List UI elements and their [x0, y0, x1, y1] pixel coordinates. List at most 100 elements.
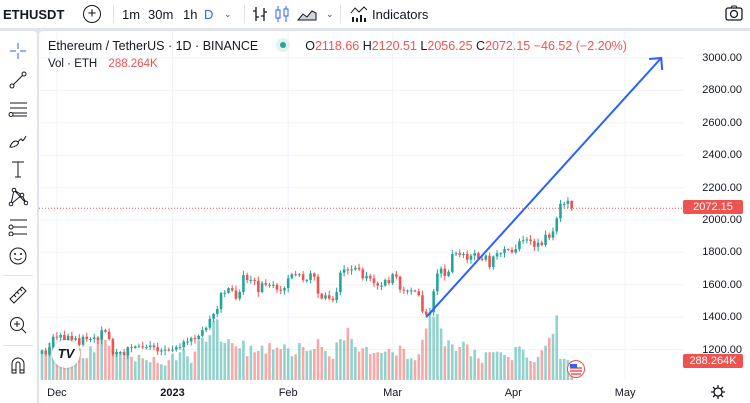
volume-bar	[193, 351, 197, 380]
candle-body	[421, 295, 424, 312]
volume-bar	[96, 339, 100, 380]
crosshair-icon[interactable]	[7, 40, 29, 62]
candle-body	[122, 352, 126, 356]
indicators-button[interactable]: Indicators	[372, 6, 429, 22]
candle-body	[305, 279, 309, 281]
candle-body	[85, 336, 89, 340]
camera-icon[interactable]	[725, 5, 743, 21]
close-label: C	[476, 39, 486, 53]
volume-bar	[260, 345, 264, 380]
bars-chart-icon[interactable]	[252, 6, 268, 22]
volume-bar	[361, 348, 365, 380]
volume-bar	[409, 358, 413, 380]
open-value: 2118.66	[314, 39, 360, 53]
volume-bar	[499, 352, 503, 380]
volume-bar	[257, 350, 260, 380]
volume-bar	[551, 333, 555, 380]
indicators-icon[interactable]	[350, 5, 368, 23]
candle-body	[59, 335, 62, 338]
candle-body	[193, 338, 197, 340]
volume-bar	[506, 356, 510, 380]
interval-1h[interactable]: 1h	[183, 6, 198, 22]
symbol-title[interactable]: Ethereum / TetherUS · 1D · BINANCE	[48, 39, 259, 53]
chart-panel[interactable]	[39, 31, 750, 403]
volume-bar	[518, 346, 521, 380]
trend-line	[425, 57, 662, 318]
text-icon[interactable]	[7, 158, 29, 180]
settings-gear-icon[interactable]	[710, 384, 726, 400]
volume-bar	[536, 356, 540, 380]
chevron-down-icon[interactable]: ⌄	[326, 8, 334, 19]
candle-body	[469, 255, 473, 260]
trend-line-icon[interactable]	[7, 69, 29, 91]
candle-body	[521, 240, 525, 242]
candle-body	[432, 291, 435, 313]
volume-bar	[238, 348, 241, 380]
price-axis-label: 1600.00	[702, 278, 742, 291]
candle-body	[406, 290, 409, 292]
volume-bar	[451, 344, 454, 380]
candle-body	[342, 269, 346, 273]
candle-body	[395, 274, 398, 277]
volume-bar	[495, 351, 499, 380]
volume-bar	[137, 354, 141, 380]
volume-bar	[439, 328, 443, 380]
candle-body	[510, 249, 514, 253]
volume-bar	[462, 341, 465, 380]
candle-body	[312, 273, 316, 277]
volume-bar	[167, 360, 171, 380]
divider	[3, 345, 33, 346]
zoom-in-icon[interactable]	[7, 314, 29, 336]
magnet-icon[interactable]	[7, 354, 29, 376]
candle-body	[454, 253, 458, 255]
candle-body	[514, 249, 518, 253]
candle-body	[413, 290, 417, 292]
prediction-icon[interactable]	[7, 216, 29, 238]
volume-bar	[406, 358, 409, 380]
volume-label[interactable]: Vol · ETH	[48, 58, 98, 70]
ruler-icon[interactable]	[7, 284, 29, 306]
volume-bar	[342, 340, 346, 380]
emoji-icon[interactable]	[7, 245, 29, 267]
candle-body	[182, 341, 186, 348]
volume-bar	[294, 354, 297, 380]
volume-bar	[44, 354, 48, 380]
interval-30m[interactable]: 30m	[148, 6, 174, 22]
volume-bar	[424, 328, 428, 380]
brush-icon[interactable]	[7, 129, 29, 151]
add-symbol-icon[interactable]: +	[83, 5, 101, 23]
fib-retracement-icon[interactable]	[7, 98, 29, 120]
candle-body	[451, 254, 454, 272]
volume-bar	[372, 352, 376, 380]
time-axis-label: Mar	[383, 387, 403, 399]
chevron-down-icon[interactable]: ⌄	[224, 8, 232, 19]
volume-legend: Vol · ETH 288.264K	[48, 58, 158, 70]
candle-body	[495, 253, 499, 257]
volume-bar	[78, 348, 81, 380]
candle-body	[436, 273, 439, 292]
candle-body	[40, 350, 44, 354]
candle-body	[566, 200, 570, 204]
us-flag-icon[interactable]	[567, 360, 585, 378]
candle-body	[100, 330, 103, 340]
grid-lines	[39, 31, 683, 380]
candle-body	[570, 200, 573, 209]
volume-bar	[510, 360, 514, 380]
candle-body	[257, 280, 260, 293]
interval-1m[interactable]: 1m	[122, 6, 141, 22]
tradingview-logo[interactable]: TV	[52, 340, 80, 368]
area-chart-icon[interactable]	[297, 6, 317, 22]
pattern-icon[interactable]	[7, 186, 29, 208]
volume-bar	[391, 352, 394, 380]
arrow-head-icon	[649, 56, 664, 71]
volume-bar	[301, 347, 305, 380]
candle-body	[137, 346, 141, 348]
symbol-search[interactable]: ETHUSDT	[3, 6, 65, 22]
candle-body	[458, 253, 462, 255]
volume-bar	[413, 360, 417, 380]
candles-chart-icon[interactable]	[274, 5, 290, 23]
candle-body	[197, 335, 200, 340]
interval-d[interactable]: D	[204, 6, 214, 22]
candle-body	[484, 255, 488, 260]
